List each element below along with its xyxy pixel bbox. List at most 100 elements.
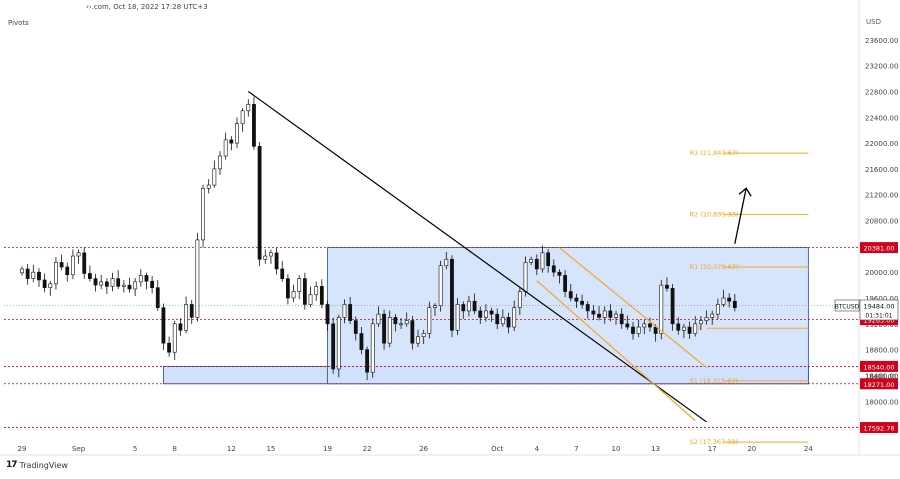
candle-body <box>212 168 217 186</box>
indicator-label-pivots: Pivots <box>8 19 29 27</box>
price-level-label: 19265.00 <box>863 317 894 325</box>
candle-body <box>342 304 347 318</box>
candle-body <box>591 310 596 315</box>
candle-body <box>189 304 194 318</box>
candle-body <box>665 284 669 289</box>
candle-body <box>682 326 686 331</box>
candle-body <box>416 336 420 344</box>
chart-source-header: ‹›.com, Oct 18, 2022 17:28 UTC+3 <box>86 3 208 11</box>
candle-body <box>444 258 449 267</box>
candle-body <box>308 294 313 305</box>
candle-body <box>540 252 545 270</box>
candle-body <box>121 284 126 287</box>
range-zone-rectangle <box>327 247 809 385</box>
candle-body <box>399 323 403 326</box>
x-tick-label: 13 <box>651 445 660 453</box>
candle-body <box>500 317 505 325</box>
candle-body <box>195 239 200 318</box>
candle-body <box>704 317 709 321</box>
candle-body <box>150 280 155 288</box>
candle-body <box>76 252 81 257</box>
price-level-label: 18271.00 <box>863 381 894 389</box>
price-level-tag <box>860 378 898 390</box>
candle-body <box>82 252 87 274</box>
tradingview-branding[interactable]: 17 TradingView <box>6 460 68 470</box>
candle-body <box>523 262 528 292</box>
channel-lower-line <box>536 280 696 422</box>
last-price-tag <box>859 299 899 321</box>
candle-body <box>529 258 534 263</box>
candle-body <box>433 305 437 308</box>
y-tick-label: 18400.00 <box>865 372 898 380</box>
symbol-tag <box>834 299 860 312</box>
candle-body <box>676 323 681 331</box>
candle-body <box>336 317 341 370</box>
axis-currency-label: USD <box>866 18 881 26</box>
candle-body <box>438 265 443 307</box>
candle-body <box>274 252 279 270</box>
candle-body <box>178 323 183 331</box>
candle-body <box>20 268 24 274</box>
candle-body <box>246 104 251 112</box>
candle-body <box>557 271 562 276</box>
pivot-label-r3: R3 (21,843.67) <box>690 149 739 157</box>
candle-body <box>715 304 720 315</box>
candle-body <box>450 258 454 331</box>
candle-body <box>325 304 330 325</box>
candle-body <box>427 307 432 334</box>
candle-body <box>517 291 522 308</box>
candle-body <box>455 304 460 331</box>
candle-body <box>653 326 658 334</box>
candle-body <box>489 310 494 315</box>
candle-body <box>495 313 500 325</box>
candle-body <box>99 281 104 286</box>
candle-body <box>551 265 556 273</box>
x-tick-label: 20 <box>747 445 756 453</box>
x-tick-label: 26 <box>419 445 428 453</box>
pivot-label-p: P <box>698 324 702 332</box>
price-level-tag <box>860 360 898 372</box>
candle-body <box>104 281 109 287</box>
candle-body <box>659 284 664 334</box>
candle-body <box>484 310 488 318</box>
candle-body <box>574 297 579 302</box>
candle-body <box>37 271 41 281</box>
candle-body <box>31 271 36 279</box>
candle-body <box>263 255 268 260</box>
pivot-label-s1: S1 (18,315.67) <box>690 377 738 385</box>
candle-body <box>563 275 568 292</box>
candle-body <box>472 300 477 312</box>
candle-body <box>568 291 573 299</box>
downtrend-line <box>247 90 707 423</box>
candle-body <box>693 323 698 334</box>
candle-body <box>648 323 652 328</box>
candle-body <box>631 326 635 334</box>
candle-body <box>65 266 70 276</box>
price-level-label: 20381.00 <box>863 245 894 253</box>
symbol-label: BTCUSD <box>835 303 860 310</box>
x-tick-label: Sep <box>72 445 86 453</box>
y-tick-label: 18000.00 <box>865 398 898 406</box>
candle-body <box>319 286 324 305</box>
candle-body <box>155 287 160 308</box>
candle-body <box>54 262 58 285</box>
x-tick-label: 24 <box>804 445 813 453</box>
candle-body <box>280 268 285 279</box>
x-tick-label: 15 <box>266 445 275 453</box>
candle-body <box>42 279 47 288</box>
candle-body <box>48 283 53 288</box>
candle-body <box>252 104 256 147</box>
tradingview-brand-text: TradingView <box>19 460 68 470</box>
candle-body <box>297 278 302 292</box>
candle-body <box>257 146 262 260</box>
x-tick-label: 4 <box>535 445 540 453</box>
x-tick-label: 7 <box>574 445 578 453</box>
candle-body <box>387 317 392 344</box>
candle-body <box>461 304 466 312</box>
candle-body <box>172 323 177 353</box>
tradingview-logo-icon: 17 <box>6 460 17 470</box>
candle-body <box>670 288 675 325</box>
candle-body <box>71 255 75 276</box>
